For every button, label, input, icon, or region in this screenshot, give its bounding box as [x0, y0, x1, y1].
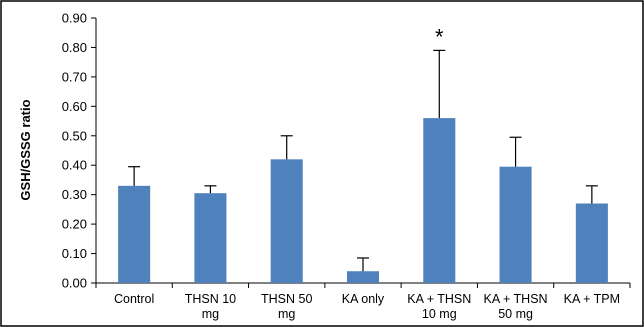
bar	[499, 166, 532, 283]
y-tick-label: 0.50	[62, 128, 87, 143]
y-tick-label: 0.60	[62, 99, 87, 114]
bar	[270, 159, 303, 283]
x-tick-label: THSN 10	[185, 292, 236, 306]
y-axis-title: GSH/GSSG ratio	[18, 99, 33, 200]
y-tick-label: 0.10	[62, 246, 87, 261]
x-tick-label: 10 mg	[422, 307, 457, 321]
annotations: *	[435, 24, 444, 49]
significance-marker: *	[435, 24, 444, 49]
y-tick-label: 0.00	[62, 276, 87, 291]
x-tick-label: KA + THSN	[407, 292, 471, 306]
y-tick-label: 0.70	[62, 69, 87, 84]
bar	[118, 185, 151, 283]
bar	[423, 118, 456, 283]
bar-series	[118, 118, 608, 283]
x-tick-label: mg	[278, 307, 295, 321]
y-tick-label: 0.20	[62, 217, 87, 232]
x-tick-label: Control	[114, 292, 154, 306]
y-tick-label: 0.30	[62, 187, 87, 202]
bar	[194, 193, 227, 283]
x-tick-label: 50 mg	[498, 307, 533, 321]
bar	[346, 271, 380, 283]
x-tick-label: KA + TPM	[564, 292, 620, 306]
y-tick-label: 0.40	[62, 158, 87, 173]
y-tick-label: 0.90	[62, 11, 87, 26]
x-tick-label: KA + THSN	[484, 292, 548, 306]
x-tick-label: mg	[202, 307, 219, 321]
x-tick-label: KA only	[342, 292, 385, 306]
y-axis: 0.00 0.10 0.20 0.30 0.40 0.50 0.60 0.70 0.80 0.90	[62, 11, 97, 291]
x-tick-label: THSN 50	[261, 292, 312, 306]
y-tick-label: 0.80	[62, 40, 87, 55]
bar	[575, 203, 608, 283]
error-bars	[128, 49, 598, 272]
